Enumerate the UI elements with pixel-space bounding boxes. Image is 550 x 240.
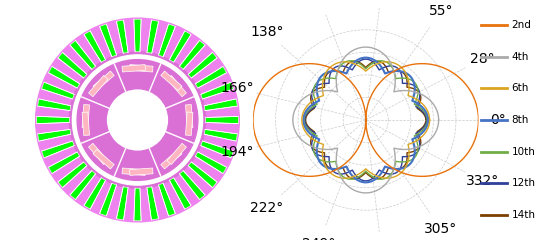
- Wedge shape: [37, 99, 71, 111]
- Polygon shape: [89, 75, 108, 97]
- Wedge shape: [48, 152, 80, 174]
- Wedge shape: [188, 53, 217, 78]
- Text: 6th: 6th: [512, 84, 529, 93]
- Wedge shape: [179, 41, 205, 69]
- Polygon shape: [130, 65, 153, 72]
- Wedge shape: [195, 66, 227, 88]
- Polygon shape: [93, 71, 114, 90]
- Text: 12th: 12th: [512, 178, 536, 188]
- Wedge shape: [117, 187, 128, 220]
- Wedge shape: [169, 178, 191, 209]
- Wedge shape: [206, 116, 238, 124]
- Text: 2nd: 2nd: [512, 20, 531, 30]
- Polygon shape: [122, 65, 145, 72]
- Wedge shape: [37, 116, 69, 124]
- Circle shape: [117, 100, 158, 140]
- Polygon shape: [167, 75, 186, 97]
- Wedge shape: [100, 24, 117, 57]
- Wedge shape: [117, 20, 128, 53]
- Wedge shape: [188, 162, 217, 187]
- Wedge shape: [70, 171, 96, 199]
- Wedge shape: [201, 82, 233, 99]
- Wedge shape: [158, 183, 175, 216]
- Polygon shape: [185, 104, 193, 128]
- Wedge shape: [147, 20, 158, 53]
- Text: 10th: 10th: [512, 147, 535, 156]
- Wedge shape: [42, 141, 74, 158]
- Text: 8th: 8th: [512, 115, 529, 125]
- Wedge shape: [42, 82, 74, 99]
- Wedge shape: [48, 66, 80, 88]
- Polygon shape: [122, 168, 145, 175]
- Wedge shape: [134, 188, 141, 221]
- Wedge shape: [134, 19, 141, 52]
- Wedge shape: [201, 141, 233, 158]
- Wedge shape: [158, 24, 175, 57]
- Wedge shape: [179, 171, 205, 199]
- Wedge shape: [204, 129, 238, 141]
- Text: 14th: 14th: [512, 210, 536, 220]
- Wedge shape: [204, 99, 238, 111]
- Circle shape: [73, 55, 202, 185]
- Wedge shape: [147, 187, 158, 220]
- Wedge shape: [70, 41, 96, 69]
- Polygon shape: [161, 150, 182, 169]
- Polygon shape: [82, 112, 90, 136]
- Circle shape: [108, 90, 167, 150]
- Wedge shape: [58, 162, 87, 187]
- Circle shape: [36, 18, 239, 222]
- Wedge shape: [84, 31, 106, 62]
- Polygon shape: [82, 104, 90, 128]
- Wedge shape: [100, 183, 117, 216]
- Circle shape: [69, 52, 206, 188]
- Wedge shape: [84, 178, 106, 209]
- Wedge shape: [58, 53, 87, 78]
- Polygon shape: [161, 71, 182, 90]
- Circle shape: [77, 60, 198, 180]
- Polygon shape: [185, 112, 193, 136]
- Wedge shape: [37, 129, 71, 141]
- Text: 4th: 4th: [512, 52, 529, 62]
- Polygon shape: [130, 168, 153, 175]
- Wedge shape: [169, 31, 191, 62]
- Polygon shape: [93, 150, 114, 169]
- Polygon shape: [167, 143, 186, 165]
- Polygon shape: [89, 143, 108, 165]
- Wedge shape: [195, 152, 227, 174]
